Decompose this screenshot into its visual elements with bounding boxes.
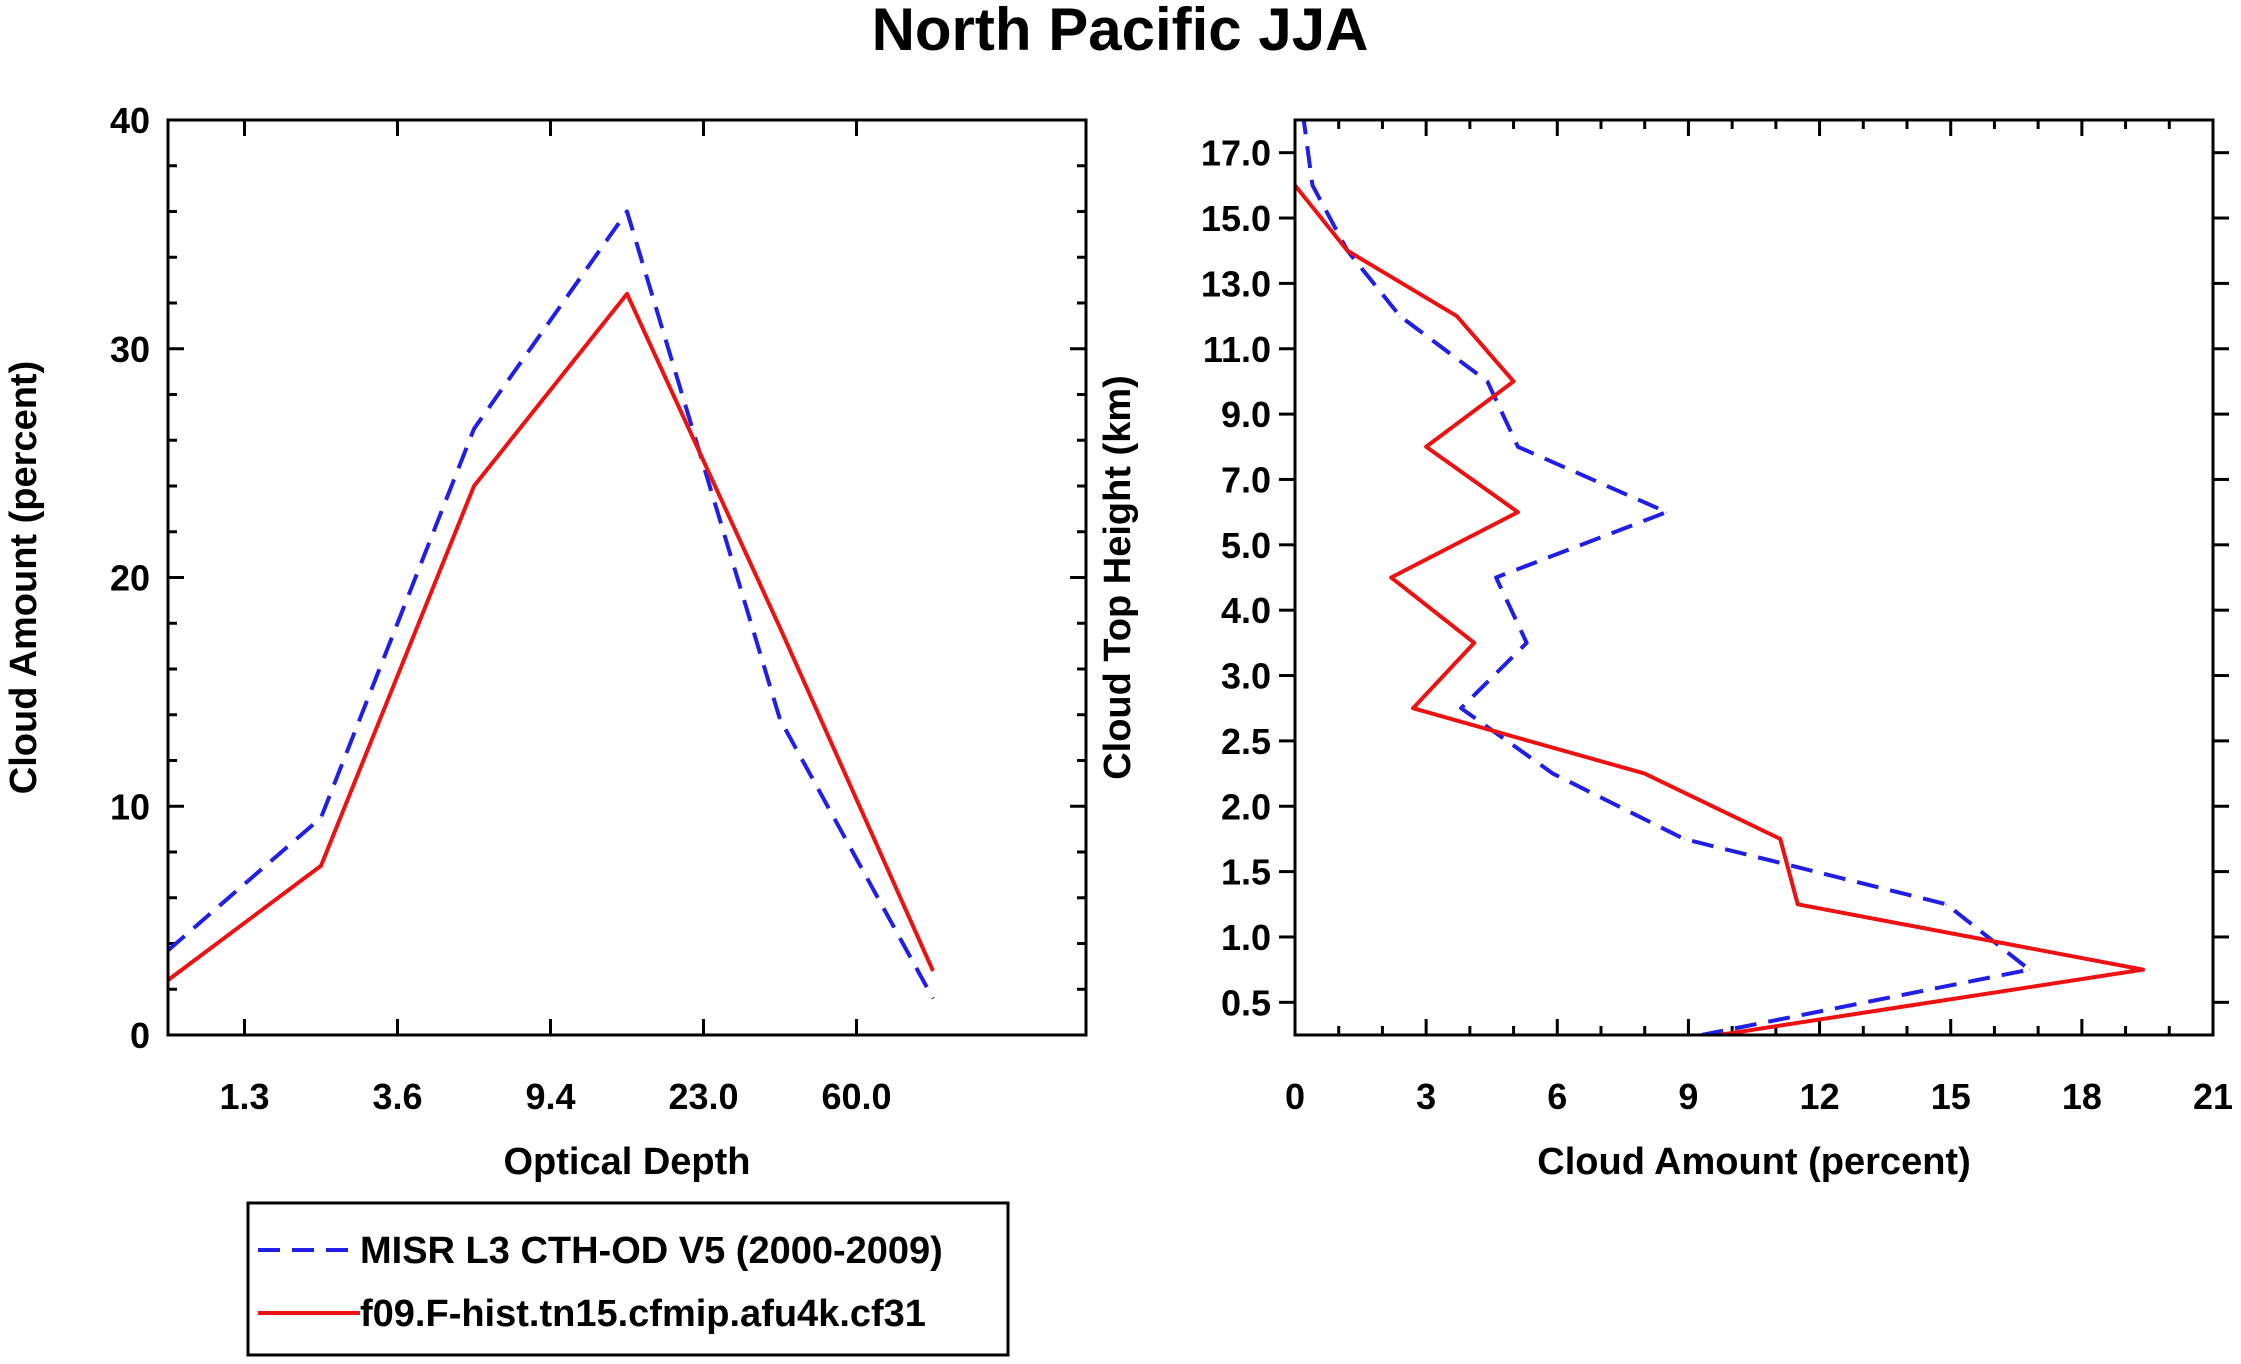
x-tick-label: 6	[1547, 1076, 1567, 1117]
y-tick-label: 2.0	[1221, 786, 1271, 827]
x-tick-label: 60.0	[821, 1076, 891, 1117]
data-point	[626, 211, 628, 212]
y-tick-label: 4.0	[1221, 590, 1271, 631]
x-tick-label: 12	[1800, 1076, 1840, 1117]
data-point	[1552, 773, 1554, 775]
legend-box	[246, 1201, 1010, 1357]
data-point	[779, 718, 781, 720]
data-point	[1666, 511, 1668, 513]
data-point	[1390, 577, 1392, 578]
plot-frame-left	[166, 118, 1088, 1037]
y-axis-label: Cloud Top Height (km)	[1097, 375, 1139, 780]
y-tick-label: 1.5	[1221, 852, 1271, 893]
cloud-top-height-panel: 0 3 6 9 12 15 18 21 0.5 1.0 1.5 2.0 2.5 3.0 4.0 5.0 7.0 9…	[1097, 118, 2233, 1183]
data-point	[1425, 446, 1427, 448]
x-tick-label: 23.0	[668, 1076, 738, 1117]
data-point	[2142, 969, 2144, 971]
data-point	[1412, 707, 1414, 709]
series-line-0	[1301, 120, 2032, 1035]
y-tick-label: 17.0	[1201, 133, 1271, 174]
y-tick-label: 40	[110, 100, 150, 141]
y-tick-label: 7.0	[1221, 459, 1271, 500]
x-tick-label: 9	[1678, 1076, 1698, 1117]
data-point	[1495, 577, 1497, 578]
data-point	[1683, 838, 1685, 840]
legend: MISR L3 CTH-OD V5 (2000-2009) f09.F-hist…	[246, 1201, 1010, 1357]
data-point	[1486, 380, 1488, 382]
plot-frame-right	[1293, 118, 2215, 1037]
figure-title: North Pacific JJA	[872, 0, 1369, 63]
data-point	[2028, 969, 2030, 971]
series-line-1	[166, 291, 935, 982]
data-point	[932, 970, 934, 972]
data-point	[320, 817, 322, 819]
data-point	[473, 485, 475, 487]
x-tick-label: 3	[1416, 1076, 1436, 1117]
x-tick-label: 3.6	[372, 1076, 422, 1117]
legend-label-model: f09.F-hist.tn15.cfmip.afu4k.cf31	[360, 1293, 926, 1335]
x-tick-label: 0	[1285, 1076, 1305, 1117]
data-point	[1399, 315, 1401, 317]
data-point	[1513, 380, 1515, 382]
y-tick-label: 10	[110, 786, 150, 827]
y-tick-label: 20	[110, 558, 150, 599]
data-point	[932, 997, 934, 999]
y-tick-label: 15.0	[1201, 198, 1271, 239]
data-point	[1311, 184, 1313, 186]
data-point	[473, 428, 475, 430]
data-point	[1797, 903, 1799, 905]
data-point	[320, 865, 322, 867]
data-point	[1526, 642, 1528, 644]
x-axis-label: Cloud Amount (percent)	[1537, 1141, 1970, 1183]
optical-depth-panel: 0 10 20 30 40 1.3 3.6 9.4 23.0 60.0 Optical Depth C…	[3, 100, 1088, 1183]
data-point	[1346, 250, 1348, 252]
x-tick-label: 1.3	[219, 1076, 269, 1117]
y-tick-label: 30	[110, 329, 150, 370]
y-tick-label: 11.0	[1203, 329, 1271, 370]
y-tick-label: 13.0	[1201, 263, 1271, 304]
data-point	[1644, 773, 1646, 775]
data-point	[1517, 511, 1519, 513]
y-tick-label: 9.0	[1221, 394, 1271, 435]
y-tick-label: 2.5	[1221, 721, 1271, 762]
data-point	[1945, 903, 1947, 905]
data-point	[779, 627, 781, 629]
x-axis-label: Optical Depth	[503, 1141, 750, 1183]
y-tick-label: 0	[130, 1015, 150, 1056]
x-tick-label: 21	[2193, 1076, 2233, 1117]
y-tick-label: 3.0	[1221, 656, 1271, 697]
data-point	[1517, 446, 1519, 448]
data-point	[1460, 707, 1462, 709]
y-tick-label: 1.0	[1221, 917, 1271, 958]
series-line-1	[1295, 184, 2146, 1035]
data-point	[1456, 315, 1458, 317]
y-tick-label: 5.0	[1221, 525, 1271, 566]
y-tick-label: 0.5	[1221, 982, 1271, 1023]
x-tick-label: 18	[2062, 1076, 2102, 1117]
legend-label-misr: MISR L3 CTH-OD V5 (2000-2009)	[360, 1230, 943, 1272]
data-point	[626, 293, 628, 295]
data-point	[1779, 838, 1781, 840]
data-point	[1473, 642, 1475, 644]
x-tick-label: 15	[1931, 1076, 1971, 1117]
y-axis-label: Cloud Amount (percent)	[3, 361, 45, 794]
series-line-0	[166, 209, 935, 1000]
x-tick-label: 9.4	[525, 1076, 575, 1117]
